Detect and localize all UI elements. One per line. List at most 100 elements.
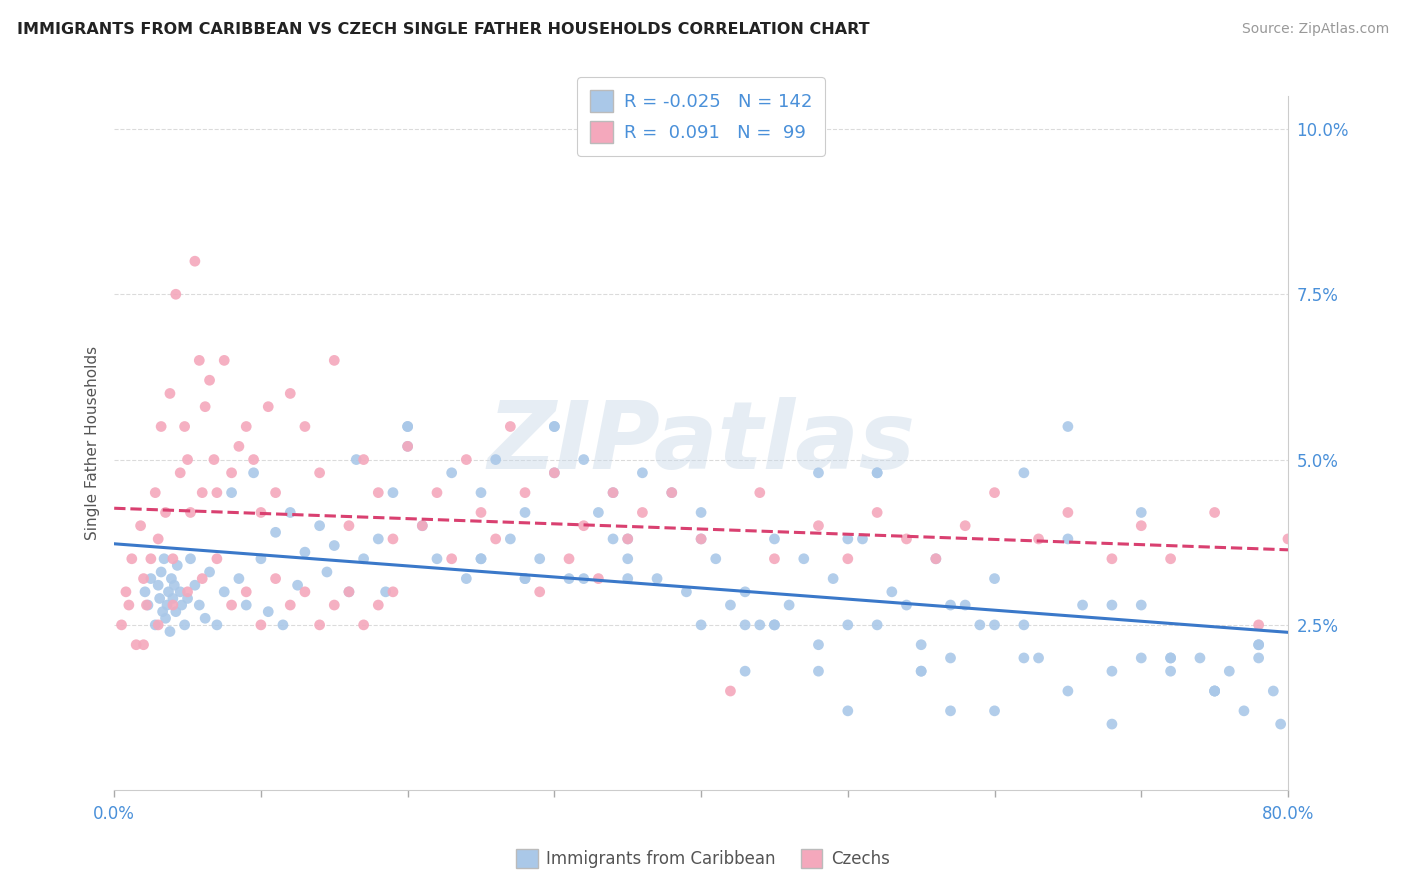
Point xyxy=(337,584,360,599)
Point xyxy=(278,386,301,401)
Point xyxy=(374,584,396,599)
Point xyxy=(837,704,859,718)
Point xyxy=(337,584,360,599)
Point xyxy=(205,618,228,632)
Point xyxy=(983,704,1005,718)
Point xyxy=(645,572,668,586)
Point xyxy=(426,551,449,566)
Point xyxy=(278,598,301,612)
Point xyxy=(337,518,360,533)
Point xyxy=(228,439,250,453)
Point xyxy=(543,466,565,480)
Point xyxy=(165,605,187,619)
Text: IMMIGRANTS FROM CARIBBEAN VS CZECH SINGLE FATHER HOUSEHOLDS CORRELATION CHART: IMMIGRANTS FROM CARIBBEAN VS CZECH SINGL… xyxy=(17,22,869,37)
Point xyxy=(396,439,419,453)
Point xyxy=(1188,651,1211,665)
Point xyxy=(257,400,280,414)
Point xyxy=(205,485,228,500)
Point xyxy=(308,618,330,632)
Point xyxy=(1057,506,1080,520)
Point xyxy=(1101,717,1123,731)
Point xyxy=(440,551,463,566)
Point xyxy=(910,664,932,678)
Point xyxy=(910,638,932,652)
Point xyxy=(616,572,638,586)
Point xyxy=(169,584,191,599)
Point xyxy=(661,485,683,500)
Point xyxy=(153,551,176,566)
Point xyxy=(866,466,889,480)
Point xyxy=(851,532,873,546)
Point xyxy=(778,598,800,612)
Point xyxy=(763,618,786,632)
Point xyxy=(558,572,581,586)
Point xyxy=(602,532,624,546)
Point xyxy=(426,485,449,500)
Point xyxy=(136,598,159,612)
Point xyxy=(159,624,181,639)
Point xyxy=(1247,638,1270,652)
Point xyxy=(323,353,346,368)
Point xyxy=(166,558,188,573)
Point xyxy=(1160,551,1182,566)
Point xyxy=(179,506,201,520)
Point xyxy=(866,466,889,480)
Point xyxy=(381,532,404,546)
Point xyxy=(235,598,257,612)
Point xyxy=(228,572,250,586)
Point xyxy=(143,485,166,500)
Point xyxy=(1012,466,1035,480)
Point xyxy=(396,419,419,434)
Point xyxy=(616,551,638,566)
Point xyxy=(176,584,198,599)
Point xyxy=(149,591,172,606)
Point xyxy=(602,485,624,500)
Point xyxy=(264,525,287,540)
Point xyxy=(271,618,294,632)
Point xyxy=(925,551,948,566)
Point xyxy=(837,618,859,632)
Point xyxy=(148,578,170,592)
Point xyxy=(411,518,433,533)
Point xyxy=(1130,651,1153,665)
Point xyxy=(1160,664,1182,678)
Point xyxy=(184,578,207,592)
Point xyxy=(953,598,976,612)
Point xyxy=(690,532,713,546)
Point xyxy=(748,485,770,500)
Point xyxy=(602,485,624,500)
Point xyxy=(807,664,830,678)
Point xyxy=(1277,532,1299,546)
Point xyxy=(163,578,186,592)
Point xyxy=(139,551,162,566)
Point xyxy=(221,485,243,500)
Point xyxy=(543,419,565,434)
Point xyxy=(896,532,918,546)
Point xyxy=(162,598,184,612)
Point xyxy=(939,651,962,665)
Point xyxy=(470,506,492,520)
Point xyxy=(631,466,654,480)
Point xyxy=(939,704,962,718)
Point xyxy=(456,572,478,586)
Point xyxy=(179,551,201,566)
Point xyxy=(807,518,830,533)
Point xyxy=(1130,506,1153,520)
Point xyxy=(866,618,889,632)
Point xyxy=(198,373,221,387)
Point xyxy=(125,638,148,652)
Point xyxy=(588,506,610,520)
Point xyxy=(264,572,287,586)
Point xyxy=(353,452,375,467)
Point xyxy=(1204,506,1226,520)
Point xyxy=(170,598,193,612)
Point xyxy=(513,506,536,520)
Point xyxy=(470,485,492,500)
Point xyxy=(294,584,316,599)
Point xyxy=(242,466,264,480)
Point xyxy=(191,572,214,586)
Point xyxy=(866,506,889,520)
Point xyxy=(543,466,565,480)
Point xyxy=(264,485,287,500)
Point xyxy=(134,584,156,599)
